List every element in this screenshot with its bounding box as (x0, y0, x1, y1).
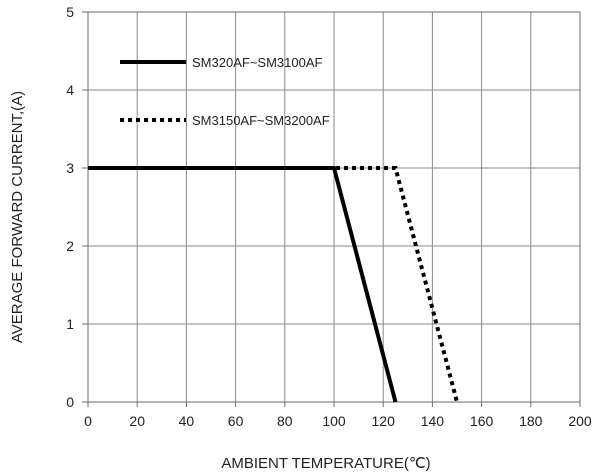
x-tick-label: 120 (372, 413, 396, 429)
series-lines (88, 166, 459, 403)
legend: SM320AF~SM3100AF SM3150AF~SM3200AF (120, 55, 330, 128)
x-tick-label: 160 (470, 413, 494, 429)
series-line-2 (88, 166, 459, 403)
y-tick-label: 1 (66, 316, 74, 332)
y-tick-label: 2 (66, 238, 74, 254)
x-tick-label: 60 (228, 413, 244, 429)
x-tick-label: 20 (129, 413, 145, 429)
grid-lines (88, 12, 580, 402)
axis-ticks: 0 20 40 60 80 100 120 140 160 180 200 0 1 2 3 4 5 (66, 4, 592, 429)
legend-label-1: SM320AF~SM3100AF (192, 55, 322, 70)
x-tick-label: 200 (568, 413, 592, 429)
series-line-1 (88, 166, 398, 403)
y-tick-label: 0 (66, 394, 74, 410)
y-tick-label: 5 (66, 4, 74, 20)
x-tick-label: 80 (277, 413, 293, 429)
legend-label-2: SM3150AF~SM3200AF (192, 113, 330, 128)
x-tick-label: 140 (421, 413, 445, 429)
y-axis-title: AVERAGE FORWARD CURRENT,(A) (9, 91, 26, 343)
x-tick-label: 0 (84, 413, 92, 429)
x-tick-label: 180 (519, 413, 543, 429)
x-axis-title: AMBIENT TEMPERATURE(℃) (221, 455, 430, 472)
y-tick-label: 3 (66, 160, 74, 176)
x-tick-label: 100 (322, 413, 346, 429)
y-tick-label: 4 (66, 82, 74, 98)
x-tick-label: 40 (179, 413, 195, 429)
